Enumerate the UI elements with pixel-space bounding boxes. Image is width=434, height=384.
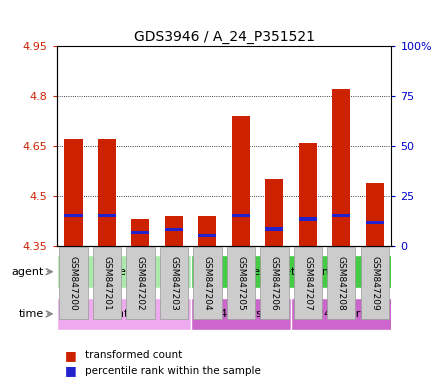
FancyBboxPatch shape — [56, 255, 190, 288]
Text: GSM847207: GSM847207 — [302, 256, 312, 311]
Bar — [164, 228, 183, 232]
Text: GSM847204: GSM847204 — [202, 256, 211, 311]
Text: untreated: untreated — [96, 266, 151, 277]
Text: GSM847206: GSM847206 — [269, 256, 278, 311]
Text: agent: agent — [11, 266, 44, 277]
Text: 4 hours: 4 hours — [219, 309, 261, 319]
FancyBboxPatch shape — [226, 247, 254, 319]
Text: ■: ■ — [65, 364, 77, 377]
Bar — [264, 227, 283, 231]
Text: time: time — [19, 309, 44, 319]
Text: GSM847205: GSM847205 — [236, 256, 245, 311]
FancyBboxPatch shape — [190, 255, 391, 288]
FancyBboxPatch shape — [260, 247, 288, 319]
FancyBboxPatch shape — [190, 298, 290, 330]
Bar — [298, 142, 316, 246]
Text: ■: ■ — [65, 349, 77, 362]
Bar — [231, 214, 250, 217]
Text: GSM847201: GSM847201 — [102, 256, 111, 311]
Bar — [164, 216, 183, 246]
Text: dexamethasone: dexamethasone — [246, 266, 335, 277]
FancyBboxPatch shape — [326, 247, 355, 319]
Bar — [64, 139, 82, 246]
Bar — [131, 231, 149, 234]
Text: GSM847202: GSM847202 — [135, 256, 145, 311]
FancyBboxPatch shape — [56, 298, 190, 330]
FancyBboxPatch shape — [290, 298, 391, 330]
Title: GDS3946 / A_24_P351521: GDS3946 / A_24_P351521 — [133, 30, 314, 44]
Text: control: control — [104, 309, 142, 319]
Text: GSM847208: GSM847208 — [336, 256, 345, 311]
FancyBboxPatch shape — [193, 247, 221, 319]
Bar — [131, 219, 149, 246]
Bar — [97, 139, 116, 246]
FancyBboxPatch shape — [92, 247, 121, 319]
Text: percentile rank within the sample: percentile rank within the sample — [85, 366, 260, 376]
Bar — [231, 116, 250, 246]
Bar — [97, 214, 116, 217]
FancyBboxPatch shape — [360, 247, 388, 319]
Bar — [331, 214, 350, 217]
FancyBboxPatch shape — [293, 247, 321, 319]
Bar — [197, 216, 216, 246]
Bar — [365, 221, 383, 224]
Text: transformed count: transformed count — [85, 350, 182, 360]
Text: GSM847209: GSM847209 — [369, 256, 378, 311]
Text: GSM847203: GSM847203 — [169, 256, 178, 311]
FancyBboxPatch shape — [126, 247, 154, 319]
Bar — [331, 89, 350, 246]
Bar — [298, 217, 316, 221]
Text: 24 hours: 24 hours — [316, 309, 365, 319]
Bar — [264, 179, 283, 246]
Text: GSM847200: GSM847200 — [69, 256, 78, 311]
FancyBboxPatch shape — [159, 247, 187, 319]
FancyBboxPatch shape — [59, 247, 87, 319]
Bar — [197, 234, 216, 237]
Bar — [64, 214, 82, 217]
Bar — [365, 182, 383, 246]
